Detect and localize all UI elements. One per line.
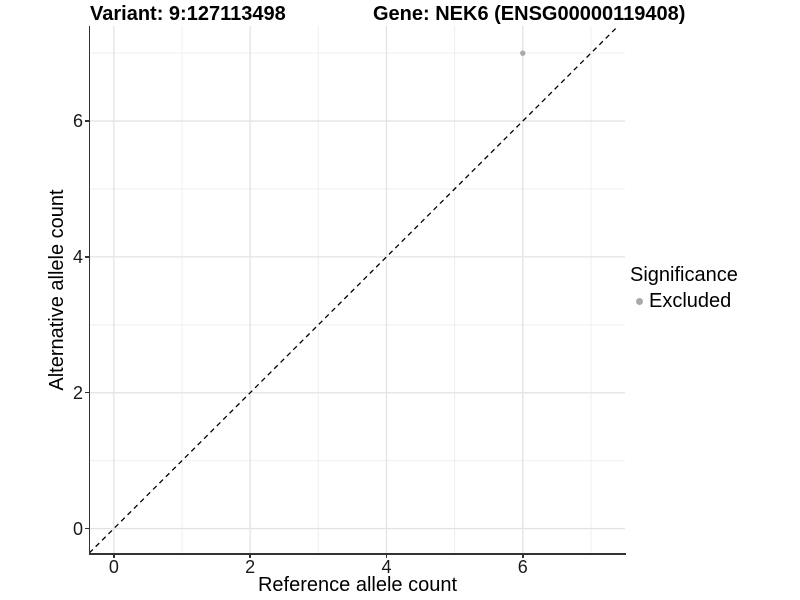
y-tick-label: 6 — [72, 111, 83, 132]
variant-title: Variant: 9:127113498 — [90, 3, 286, 25]
y-tick-label: 2 — [72, 382, 83, 403]
x-tick-mark — [249, 553, 251, 558]
x-tick-label: 0 — [108, 557, 119, 577]
x-tick-mark — [113, 553, 115, 558]
legend-entry-excluded: Excluded — [630, 290, 738, 313]
y-tick-mark — [85, 527, 90, 530]
x-tick-label: 4 — [381, 557, 392, 577]
x-axis-line — [88, 553, 626, 555]
y-axis-line — [88, 26, 90, 555]
x-tick-mark — [385, 553, 388, 558]
excluded-point-icon — [636, 298, 643, 305]
y-tick-label: 0 — [72, 518, 83, 539]
identity-line — [90, 26, 620, 553]
gene-title: Gene: NEK6 (ENSG00000119408) — [373, 3, 686, 25]
y-tick-mark — [85, 120, 90, 122]
x-tick-label: 2 — [245, 557, 256, 577]
legend: Significance Excluded — [630, 264, 738, 313]
legend-entry-label: Excluded — [649, 290, 732, 312]
y-tick-mark — [85, 391, 90, 394]
x-tick-label: 6 — [517, 557, 528, 577]
plot-canvas — [90, 26, 625, 553]
y-tick-label: 4 — [72, 246, 83, 267]
y-tick-mark — [85, 256, 90, 258]
x-axis-title: Reference allele count — [257, 574, 457, 596]
x-tick-mark — [522, 553, 524, 558]
data-point — [520, 50, 526, 56]
legend-title: Significance — [630, 264, 738, 286]
plot-panel — [90, 26, 625, 553]
